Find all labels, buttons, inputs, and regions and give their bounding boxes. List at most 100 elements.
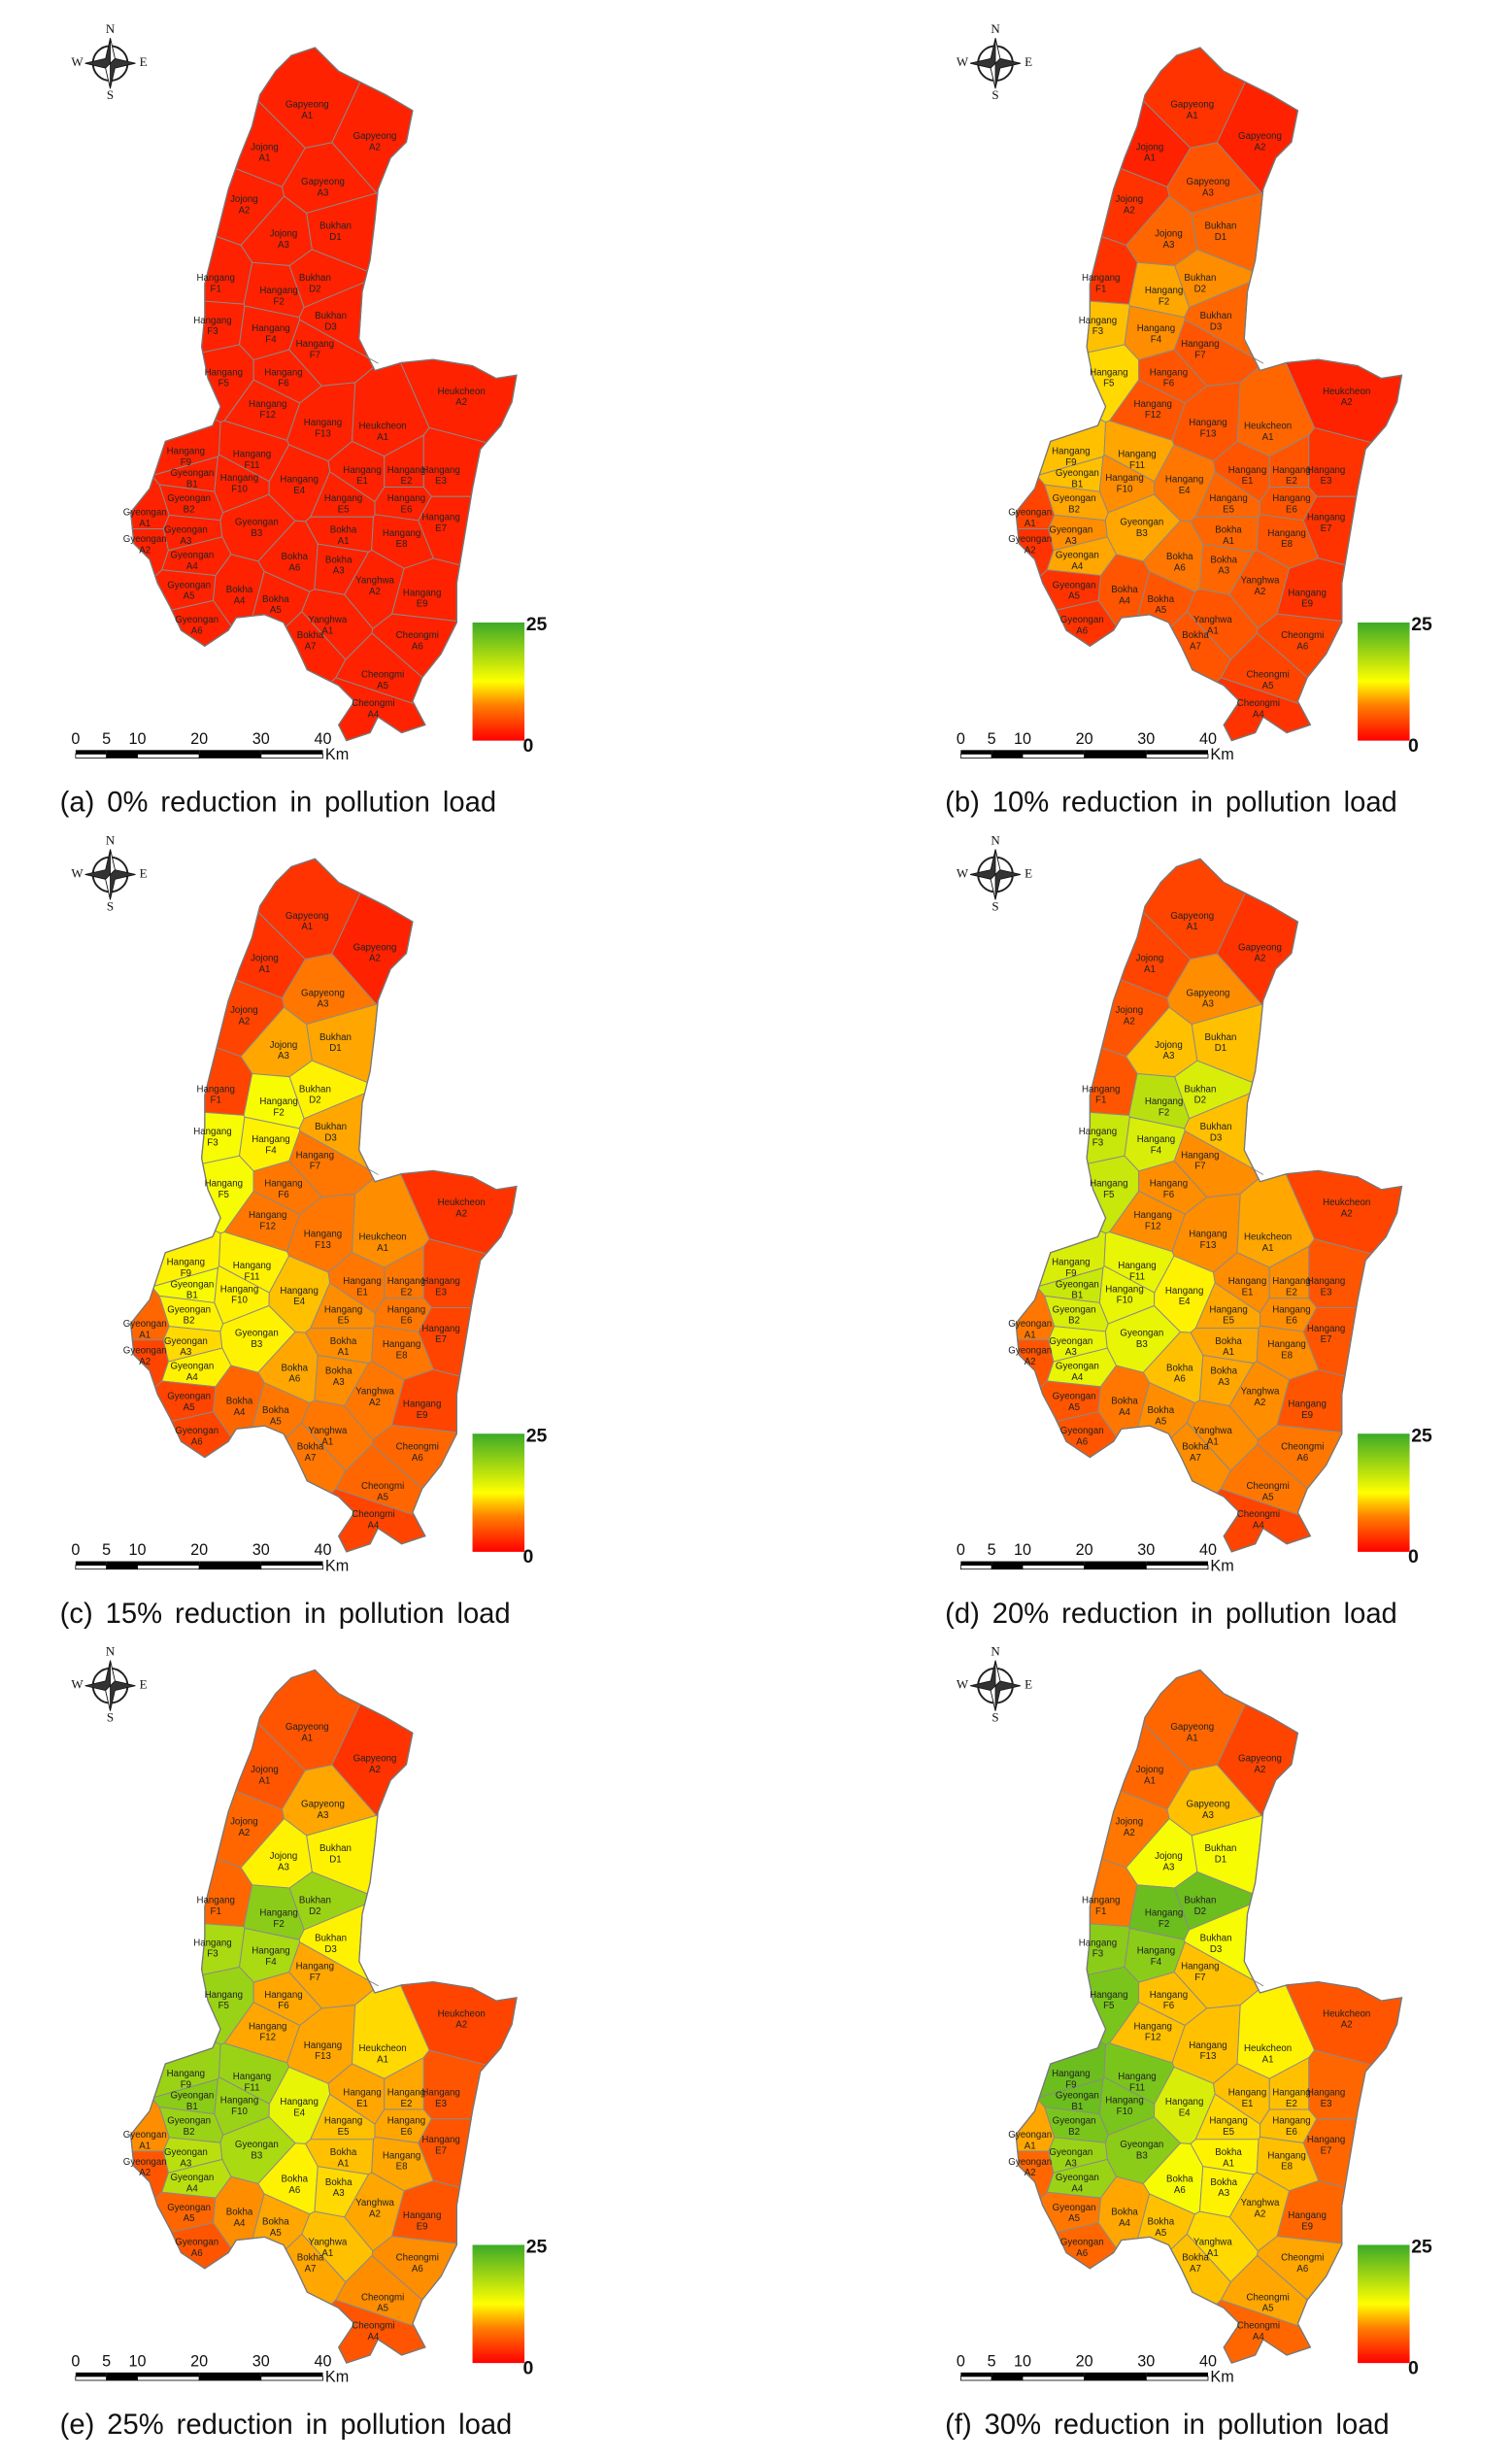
region-code: A3	[318, 999, 329, 1010]
region-name: Hangang	[1272, 493, 1310, 504]
region-code: E3	[435, 2099, 447, 2109]
region-code: F10	[1117, 2107, 1133, 2117]
region-name: Bokha	[1148, 594, 1175, 605]
region-code: E8	[1281, 2162, 1293, 2173]
region-label: Hangang E4	[1165, 2097, 1203, 2118]
scale-segment	[75, 2376, 108, 2381]
scale-label: 40	[314, 730, 331, 748]
region-label: Hangang F3	[193, 316, 231, 337]
region-label: Hangang E8	[1267, 528, 1305, 550]
region-name: Hangang	[324, 1304, 362, 1315]
region-label: Gapyeong A3	[301, 988, 345, 1009]
compass-label: W	[957, 865, 969, 880]
region-name: Hangang	[264, 1990, 302, 2001]
region-code: F9	[181, 457, 191, 468]
region-code: F5	[218, 2001, 229, 2011]
region-label: Hangang E6	[1272, 2116, 1310, 2138]
region-label: Bokha A5	[1148, 1405, 1175, 1427]
region-code: D1	[329, 1043, 341, 1054]
region-code: E4	[1179, 486, 1191, 496]
region-name: Gyeongan	[170, 2173, 214, 2183]
region-code: A6	[412, 642, 423, 653]
region-code: A2	[455, 1208, 467, 1219]
region-name: Gyeongan	[1060, 2237, 1104, 2247]
region-code: A3	[1162, 240, 1174, 251]
region-code: A4	[367, 1521, 379, 1532]
region-code: A4	[186, 2183, 198, 2194]
scale-segment	[1023, 2372, 1085, 2377]
region-name: Hangang	[1052, 446, 1090, 456]
region-label: Hangang E1	[343, 465, 381, 487]
region-label: Cheongmi A4	[352, 2320, 394, 2342]
region-code: A2	[139, 2168, 151, 2178]
compass-label: E	[140, 865, 148, 880]
region-label: Gyeongan A5	[167, 580, 211, 601]
region-name: Bokha	[226, 585, 253, 595]
region-label: Hangang F5	[205, 1179, 243, 1200]
region-name: Bokha	[1148, 2216, 1175, 2227]
region-label: Bokha A4	[226, 1396, 253, 1417]
scale-segment	[1022, 753, 1086, 759]
scale-segment	[991, 1565, 1024, 1570]
region-code: F7	[310, 1162, 320, 1172]
region-code: E2	[1286, 476, 1297, 487]
region-label: Hangang E5	[324, 2116, 362, 2138]
region-name: Jojong	[1136, 142, 1164, 152]
scale-segment	[137, 1565, 200, 1570]
region-label: Cheongmi A5	[1246, 670, 1289, 691]
region-name: Gapyeong	[353, 942, 397, 953]
region-label: Bokha A6	[1166, 552, 1193, 573]
region-code: B2	[184, 1316, 195, 1327]
region-name: Hangang	[387, 465, 425, 476]
region-name: Hangang	[1209, 493, 1247, 504]
scale-segment	[960, 1561, 992, 1566]
region-name: Bokha	[1166, 1363, 1193, 1373]
region-name: Hangang	[264, 1179, 302, 1190]
region-name: Heukcheon	[438, 2008, 486, 2019]
legend-max: 25	[1411, 614, 1432, 635]
region-label: Gyeongan B1	[1056, 468, 1099, 489]
region-name: Hangang	[1150, 1179, 1188, 1190]
region-name: Hangang	[1145, 1908, 1183, 1919]
region-name: Bokha	[1182, 2253, 1209, 2264]
region-label: Bokha A6	[1166, 1363, 1193, 1384]
region-name: Cheongmi	[396, 2253, 439, 2264]
region-code: A3	[318, 187, 329, 198]
region-name: Hangang	[1228, 1276, 1266, 1287]
region-name: Hangang	[1267, 2150, 1305, 2161]
region-code: D1	[1215, 1043, 1226, 1054]
region-code: A3	[1218, 2188, 1229, 2199]
region-name: Hangang	[1181, 1150, 1219, 1161]
region-code: A6	[1174, 2185, 1186, 2196]
region-label: Hangang F6	[1150, 1990, 1188, 2011]
region-label: Gyeongan B1	[170, 468, 214, 489]
region-name: Hangang	[403, 588, 441, 598]
region-label: Hangang E1	[1228, 465, 1266, 487]
region-label: Yanghwa A1	[308, 1426, 347, 1447]
region-name: Gyeongan	[164, 525, 208, 536]
region-code: A2	[1255, 587, 1266, 597]
region-code: E6	[400, 2127, 412, 2138]
legend-bar	[472, 622, 525, 741]
scale-label: 10	[128, 2352, 146, 2370]
region-code: A4	[1071, 2183, 1083, 2194]
region-label: Cheongmi A6	[396, 1441, 439, 1463]
region-name: Hangang	[1165, 2097, 1203, 2107]
region-label: Jojong A1	[251, 954, 279, 975]
region-label: Hangang E8	[383, 528, 420, 550]
region-name: Hangang	[387, 2087, 425, 2098]
region-code: A2	[1124, 205, 1135, 216]
scale-label: 20	[1076, 2352, 1093, 2370]
region-code: A2	[455, 397, 467, 408]
region-code: F1	[211, 1096, 221, 1106]
region-code: A1	[139, 519, 151, 529]
region-label: Gyeongan A3	[1049, 1336, 1092, 1358]
region-name: Gyeongan	[1120, 2140, 1163, 2150]
region-name: Hangang	[1079, 1127, 1117, 1137]
region-code: E8	[396, 2162, 408, 2173]
region-code: A3	[318, 1810, 329, 1821]
region-label: Hangang F13	[304, 2040, 342, 2062]
region-name: Bukhan	[299, 273, 331, 284]
region-code: E6	[400, 1316, 412, 1327]
region-code: F2	[1159, 296, 1169, 307]
